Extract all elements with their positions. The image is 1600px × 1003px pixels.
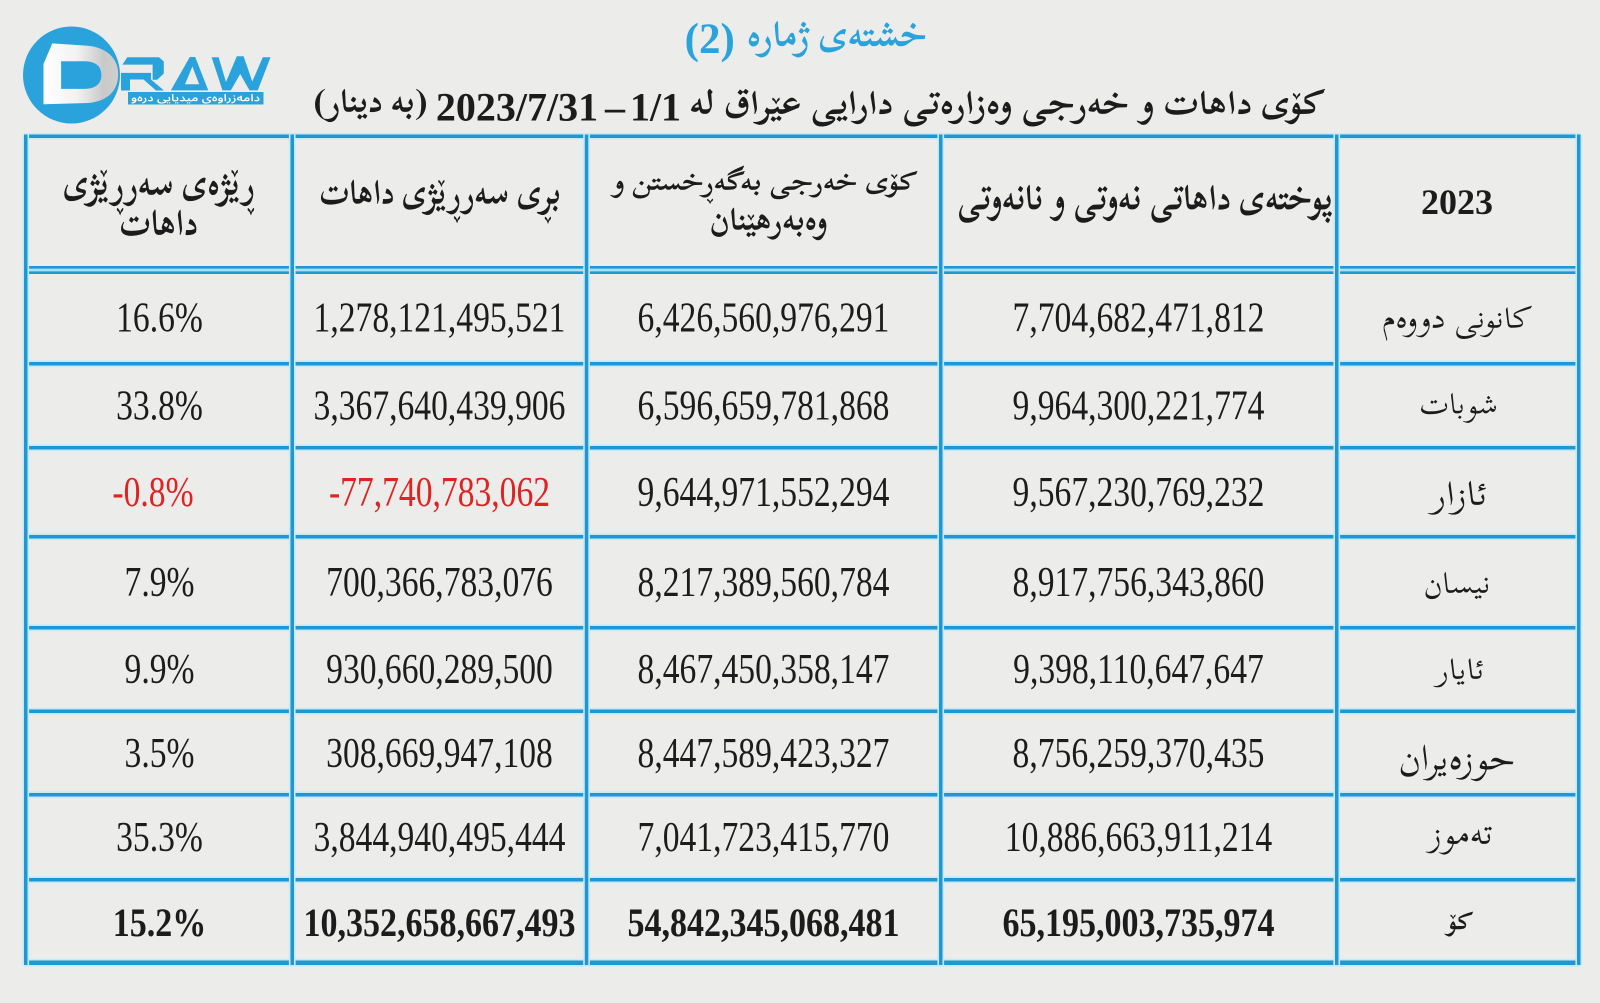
svg-text:–: – [604,85,626,130]
svg-text:7.9%: 7.9% [125,560,195,606]
svg-text:1,278,121,495,521: 1,278,121,495,521 [314,295,566,341]
svg-text:1/1: 1/1 [630,85,681,130]
svg-text:35.3%: 35.3% [116,815,203,861]
svg-text:-77,740,783,062: -77,740,783,062 [329,469,550,515]
svg-text:8,917,756,343,860: 8,917,756,343,860 [1013,560,1265,606]
svg-text:6,596,659,781,868: 6,596,659,781,868 [638,383,890,429]
svg-text:7,704,682,471,812: 7,704,682,471,812 [1013,295,1265,341]
svg-text:2023/7/31: 2023/7/31 [436,85,598,130]
svg-text:10,886,663,911,214: 10,886,663,911,214 [1005,815,1272,861]
svg-text:308,669,947,108: 308,669,947,108 [326,730,553,776]
svg-text:3,367,640,439,906: 3,367,640,439,906 [314,383,566,429]
svg-text:33.8%: 33.8% [116,383,203,429]
svg-text:54,842,345,068,481: 54,842,345,068,481 [627,901,899,945]
svg-text:65,195,003,735,974: 65,195,003,735,974 [1002,901,1274,945]
svg-text:9.9%: 9.9% [125,647,195,693]
svg-text:8,217,389,560,784: 8,217,389,560,784 [638,560,890,606]
svg-text:7,041,723,415,770: 7,041,723,415,770 [638,815,890,861]
svg-text:9,398,110,647,647: 9,398,110,647,647 [1013,647,1264,693]
svg-text:700,366,783,076: 700,366,783,076 [326,560,553,606]
svg-text:9,644,971,552,294: 9,644,971,552,294 [638,469,890,515]
svg-text:8,447,589,423,327: 8,447,589,423,327 [638,730,890,776]
svg-text:10,352,658,667,493: 10,352,658,667,493 [303,901,575,945]
svg-text:8,467,450,358,147: 8,467,450,358,147 [638,647,890,693]
svg-text:9,964,300,221,774: 9,964,300,221,774 [1013,383,1265,429]
svg-text:2023: 2023 [1421,182,1493,222]
svg-text:(2): (2) [685,16,735,63]
svg-text:-0.8%: -0.8% [112,469,193,515]
svg-text:16.6%: 16.6% [116,295,203,341]
svg-text:6,426,560,976,291: 6,426,560,976,291 [638,295,890,341]
svg-text:3.5%: 3.5% [125,730,195,776]
svg-text:3,844,940,495,444: 3,844,940,495,444 [314,815,566,861]
svg-text:930,660,289,500: 930,660,289,500 [326,647,553,693]
svg-text:9,567,230,769,232: 9,567,230,769,232 [1013,469,1265,515]
svg-text:15.2%: 15.2% [113,901,207,945]
svg-text:8,756,259,370,435: 8,756,259,370,435 [1013,730,1265,776]
